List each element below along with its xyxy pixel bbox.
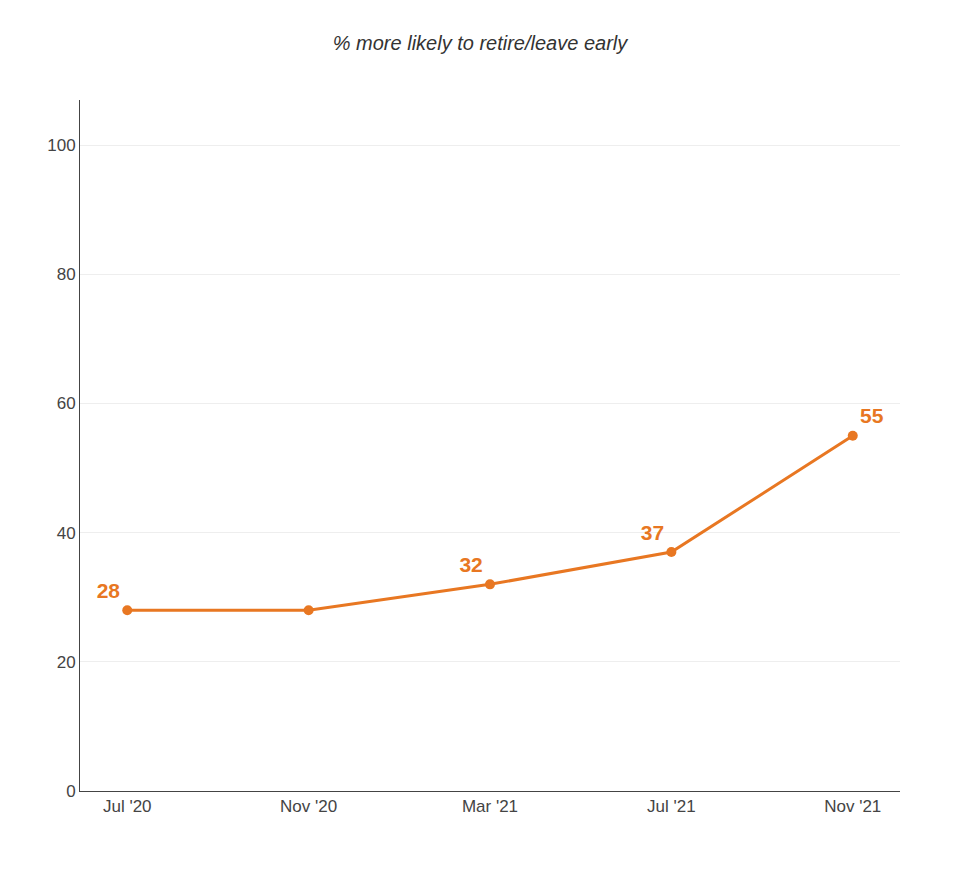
svg-text:Mar '21: Mar '21 [462,797,518,816]
svg-text:0: 0 [66,782,75,801]
svg-text:Nov '20: Nov '20 [280,797,337,816]
svg-text:40: 40 [57,524,76,543]
svg-text:37: 37 [641,521,664,544]
svg-text:80: 80 [57,265,76,284]
svg-text:% more likely to retire/leave: % more likely to retire/leave early [333,32,629,54]
svg-text:100: 100 [47,136,75,155]
svg-text:Jul '21: Jul '21 [647,797,696,816]
svg-text:32: 32 [459,553,482,576]
svg-text:Jul '20: Jul '20 [103,797,152,816]
svg-text:55: 55 [860,404,884,427]
svg-text:Nov '21: Nov '21 [824,797,881,816]
svg-text:20: 20 [57,653,76,672]
svg-text:28: 28 [97,579,121,602]
svg-text:60: 60 [57,394,76,413]
